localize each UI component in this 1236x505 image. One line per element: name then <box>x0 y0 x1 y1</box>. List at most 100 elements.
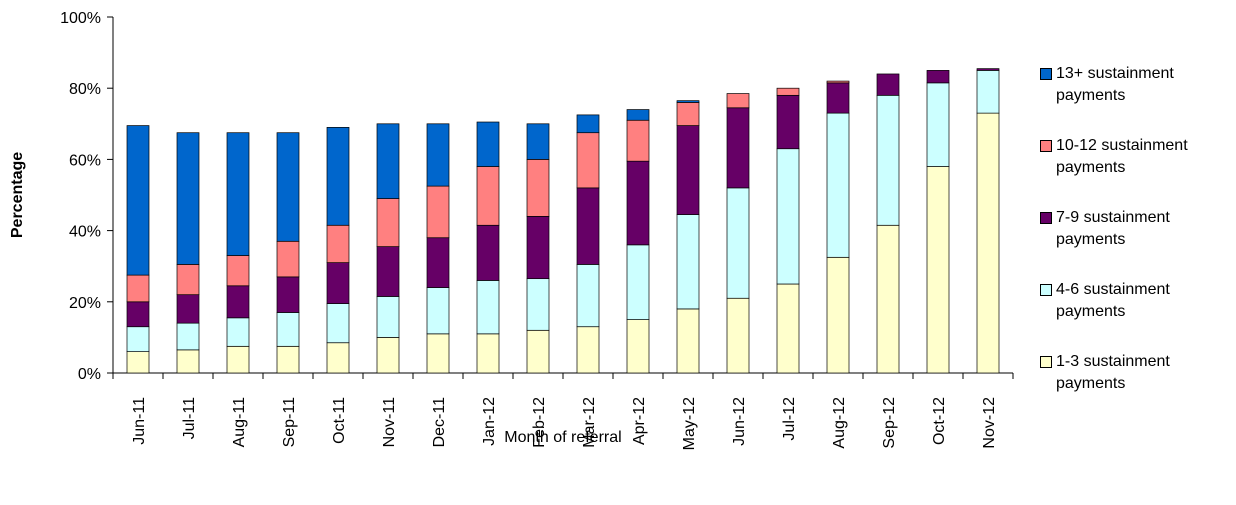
bar-segment <box>726 187 750 299</box>
bar-segment <box>376 296 400 338</box>
bar-segment <box>576 326 600 374</box>
bar-segment <box>126 326 150 352</box>
bar-segment <box>826 80 850 84</box>
bar-segment <box>676 100 700 103</box>
bar-segment <box>826 256 850 374</box>
x-tick-label: Jul-11 <box>181 397 198 439</box>
bar-segment <box>326 342 350 374</box>
bar-segment <box>676 214 700 310</box>
bar-segment <box>276 276 300 313</box>
bar-segment <box>276 345 300 374</box>
x-tick-label: Aug-11 <box>231 397 248 448</box>
bar-segment <box>326 303 350 344</box>
legend-swatch <box>1040 284 1052 296</box>
bar-segment <box>776 94 800 150</box>
bar-segment <box>226 285 250 319</box>
bar-segment <box>926 70 950 84</box>
bar-segment <box>676 125 700 215</box>
x-tick-label: Dec-11 <box>431 397 448 447</box>
bar-segment <box>626 244 650 320</box>
bar-segment <box>226 317 250 347</box>
bar-segment <box>176 294 200 324</box>
x-tick-label: Nov-12 <box>981 397 998 449</box>
bar-segment <box>126 351 150 374</box>
x-tick-label: Aug-12 <box>831 397 848 449</box>
x-tick-label: Mar-12 <box>581 397 598 448</box>
bar-segment <box>576 264 600 328</box>
bar-segment <box>226 132 250 256</box>
bar-segment <box>526 278 550 331</box>
bar-segment <box>626 119 650 162</box>
bar-segment <box>876 94 900 226</box>
bar-segment <box>976 112 1000 374</box>
bar-segment <box>876 73 900 96</box>
bar-segment <box>626 319 650 374</box>
bar-segment <box>426 185 450 239</box>
x-tick-label: Jun-11 <box>131 397 148 445</box>
bar-segment <box>126 125 150 276</box>
bar-segment <box>976 68 1000 71</box>
bar-segment <box>726 93 750 109</box>
legend-swatch <box>1040 212 1052 224</box>
bar-segment <box>926 82 950 167</box>
legend-label: 4-6 sustainment payments <box>1056 281 1170 320</box>
bar-segment <box>676 102 700 126</box>
bar-segment <box>476 224 500 281</box>
bar-segment <box>526 159 550 217</box>
bar-segment <box>776 148 800 285</box>
y-tick-label: 60% <box>69 152 101 169</box>
bar-segment <box>926 166 950 374</box>
bar-segment <box>226 255 250 287</box>
bar-segment <box>426 287 450 335</box>
bar-segment <box>126 274 150 303</box>
legend-label: 10-12 sustainment payments <box>1056 137 1188 176</box>
bar-segment <box>776 87 800 96</box>
x-tick-label: May-12 <box>681 397 698 450</box>
bar-segment <box>476 121 500 167</box>
bar-segment <box>426 333 450 374</box>
bar-segment <box>176 322 200 351</box>
bar-segment <box>526 123 550 160</box>
x-tick-label: Feb-12 <box>531 397 548 448</box>
legend-label: 13+ sustainment payments <box>1056 65 1174 104</box>
y-tick-label: 80% <box>69 81 101 98</box>
bar-segment <box>626 109 650 121</box>
bar-segment <box>426 237 450 288</box>
bar-segment <box>576 187 600 265</box>
bar-segment <box>476 333 500 374</box>
y-tick-label: 20% <box>69 295 101 312</box>
y-tick-label: 0% <box>78 366 101 383</box>
bar-segment <box>276 240 300 278</box>
y-tick-label: 40% <box>69 224 101 241</box>
y-axis-label: Percentage <box>9 152 26 238</box>
bar-segment <box>526 216 550 280</box>
bar-segment <box>376 198 400 247</box>
legend-label: 1-3 sustainment payments <box>1056 353 1170 392</box>
x-tick-label: Jul-12 <box>781 397 798 441</box>
bar-segment <box>726 297 750 374</box>
legend-swatch <box>1040 356 1052 368</box>
x-tick-label: Oct-11 <box>331 397 348 444</box>
bar-segment <box>326 262 350 304</box>
x-tick-label: Jan-12 <box>481 397 498 446</box>
bar-segment <box>826 82 850 114</box>
legend-swatch <box>1040 140 1052 152</box>
x-tick-label: Oct-12 <box>931 397 948 445</box>
bar-segment <box>476 280 500 335</box>
bar-segment <box>476 166 500 226</box>
x-tick-label: Nov-11 <box>381 397 398 447</box>
y-tick-label: 100% <box>60 10 101 27</box>
bar-segment <box>576 114 600 134</box>
legend-label: 7-9 sustainment payments <box>1056 209 1170 248</box>
bar-segment <box>276 312 300 347</box>
bar-segment <box>176 264 200 296</box>
x-tick-label: Apr-12 <box>631 397 648 445</box>
legend-swatch <box>1040 68 1052 80</box>
bar-segment <box>176 349 200 374</box>
x-tick-label: Sep-12 <box>881 397 898 449</box>
bar-segment <box>376 246 400 297</box>
bar-segment <box>726 107 750 189</box>
bar-segment <box>676 308 700 374</box>
